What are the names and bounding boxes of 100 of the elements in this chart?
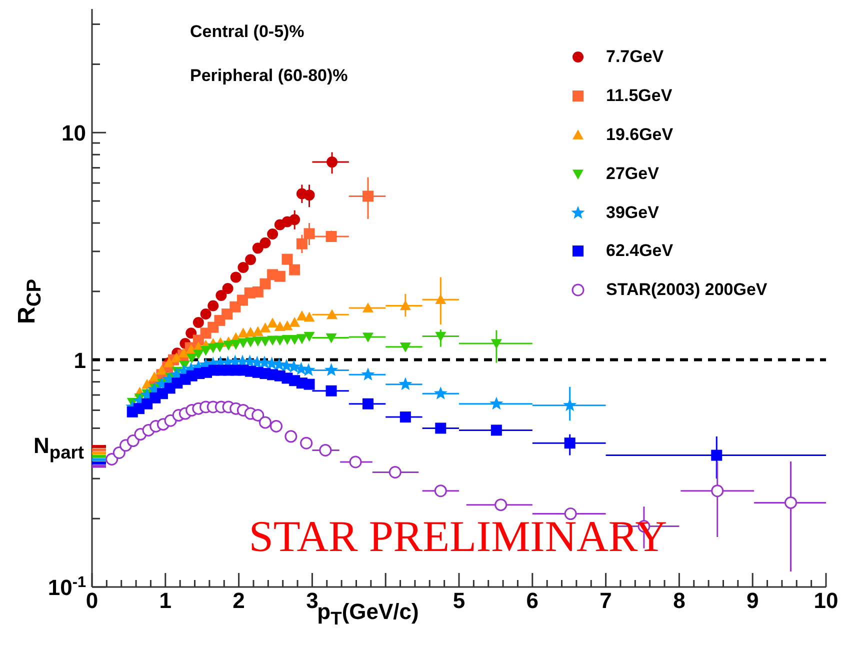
x-tick-label: 10 (814, 588, 838, 613)
point (319, 444, 332, 456)
point (304, 378, 315, 390)
x-tick-label: 5 (452, 588, 466, 613)
point (711, 484, 724, 498)
x-tick-label: 7 (600, 588, 612, 613)
point (252, 409, 264, 422)
point (304, 332, 315, 342)
legend-label: 62.4GeV (606, 241, 674, 262)
point (112, 446, 126, 459)
x-tick-label: 1 (159, 588, 172, 613)
point (270, 420, 282, 432)
point (326, 230, 337, 242)
point (186, 353, 198, 364)
point (326, 385, 337, 396)
point (296, 310, 308, 320)
point (400, 412, 411, 423)
point (400, 342, 411, 352)
point (490, 396, 504, 410)
legend-label: 39GeV (606, 202, 659, 223)
point (564, 438, 576, 449)
legend-label: STAR(2003) 200GeV (606, 280, 768, 300)
point (435, 422, 446, 434)
point (238, 338, 249, 348)
text: N$_{part}$ (33, 432, 84, 464)
annotation: Central (0-5)% (190, 22, 304, 42)
point (186, 328, 197, 339)
point (260, 322, 271, 332)
point (274, 336, 286, 346)
point (494, 498, 508, 512)
point (282, 320, 293, 330)
point (490, 339, 502, 349)
point (192, 316, 204, 328)
point (435, 332, 446, 342)
point (434, 484, 447, 498)
point (434, 386, 448, 400)
point (170, 352, 182, 362)
point (126, 434, 140, 448)
point (362, 398, 374, 410)
point (222, 308, 233, 320)
point (388, 466, 402, 478)
point (284, 430, 298, 443)
point (362, 332, 374, 342)
point (490, 424, 502, 436)
point (289, 214, 300, 226)
point (245, 326, 256, 337)
point (260, 278, 271, 290)
x-tick-label: 6 (526, 588, 539, 613)
x-tick-label: 0 (86, 588, 98, 613)
x-tick-label: 3 (306, 588, 318, 613)
point (296, 334, 308, 344)
point (296, 238, 308, 250)
point (362, 302, 374, 312)
point (106, 453, 118, 466)
point (304, 228, 315, 240)
point (326, 333, 337, 344)
point (362, 190, 374, 202)
point (326, 156, 338, 168)
point (300, 436, 313, 450)
point (230, 272, 242, 283)
point (304, 190, 315, 201)
point (252, 286, 264, 298)
point (784, 496, 798, 509)
x-tick-label: 9 (746, 588, 759, 613)
legend-label: 11.5GeV (606, 86, 672, 106)
x-tick-label: 2 (232, 588, 245, 613)
point (200, 346, 212, 356)
point (216, 290, 227, 301)
y-tick-label: 10 (62, 120, 86, 146)
point (148, 372, 160, 382)
point (289, 316, 300, 327)
point (563, 398, 577, 412)
legend-label: 7.7GeV (606, 47, 664, 68)
point (349, 456, 362, 468)
point (222, 282, 234, 294)
point (164, 414, 177, 427)
annotation: Peripheral (60-80)% (190, 66, 348, 86)
point (260, 336, 271, 346)
point (156, 364, 168, 375)
point (214, 342, 226, 352)
point (260, 237, 271, 248)
point (361, 368, 375, 380)
point (304, 312, 315, 322)
point (200, 308, 212, 320)
point (258, 416, 272, 429)
point (238, 262, 249, 273)
point (324, 363, 338, 376)
point (245, 254, 256, 266)
point (208, 300, 219, 312)
x-tick-label: 8 (673, 588, 686, 613)
point (326, 309, 338, 320)
legend-label: 27GeV (606, 164, 659, 184)
point (282, 254, 293, 265)
point (267, 228, 278, 240)
point (230, 340, 242, 350)
point (711, 450, 722, 461)
point (238, 328, 249, 338)
point (192, 350, 204, 360)
point (398, 377, 412, 390)
y-tick-label: 10$^{-1}$ (48, 574, 86, 600)
